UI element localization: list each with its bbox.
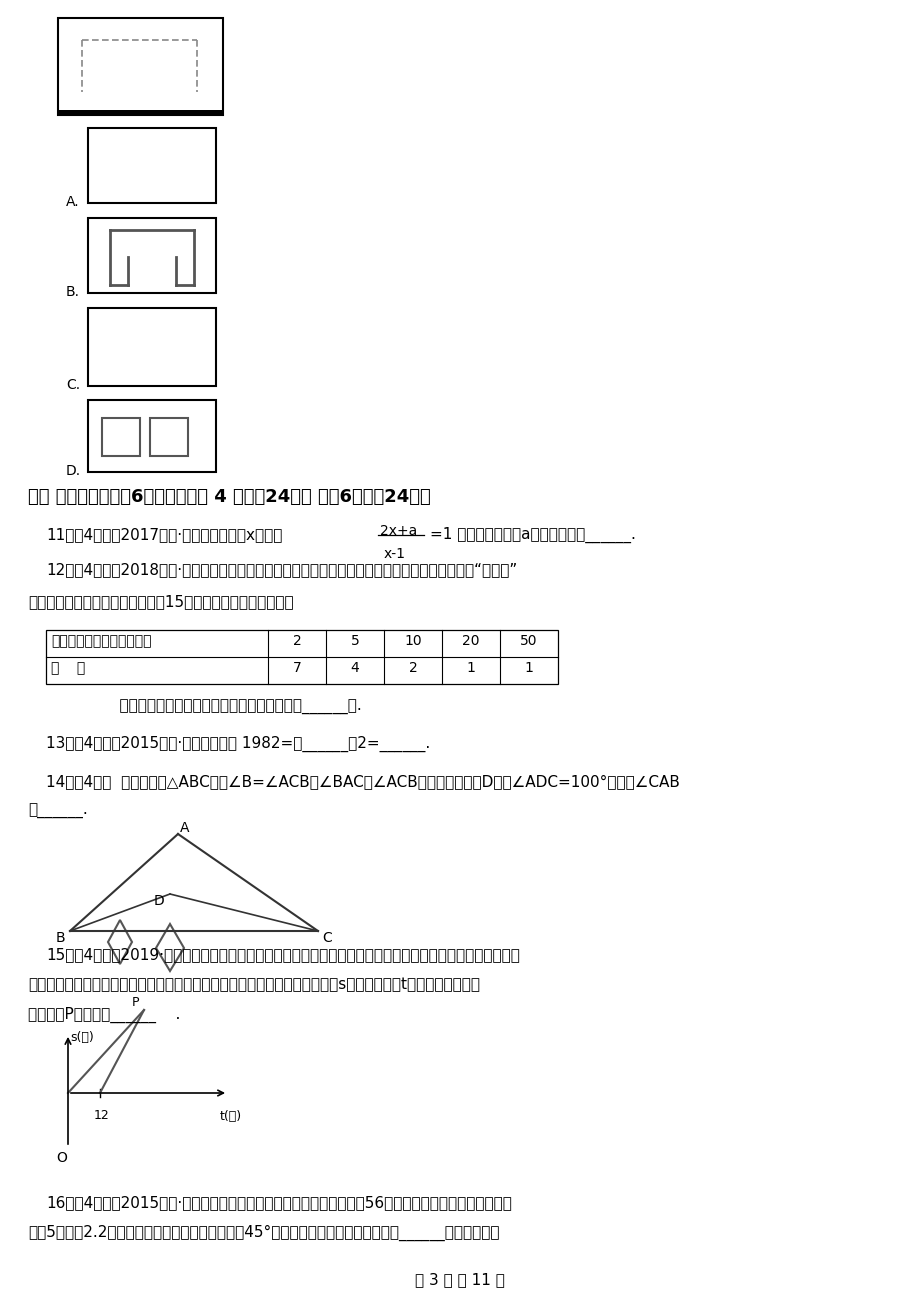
Text: P: P: [131, 996, 140, 1009]
Text: 20: 20: [461, 634, 479, 648]
Text: B.: B.: [66, 285, 80, 299]
Text: 11．（4分）（2017八下·江苏期中）关于x的方程: 11．（4分）（2017八下·江苏期中）关于x的方程: [46, 527, 282, 542]
Text: 12: 12: [94, 1109, 109, 1122]
Text: 2: 2: [292, 634, 301, 648]
Text: O: O: [56, 1151, 67, 1165]
Bar: [46, 630, 558, 684]
Text: A.: A.: [66, 195, 80, 210]
Text: 1: 1: [524, 661, 533, 674]
Bar: [150, 418, 187, 456]
Text: 则此次调查中平均每个红包的錢数的中位数为______元.: 则此次调查中平均每个红包的錢数的中位数为______元.: [100, 700, 361, 715]
Text: =1 的解是正数，则a的取值范围是______.: =1 的解是正数，则a的取值范围是______.: [429, 527, 635, 543]
Text: 第 3 页 八 11 页: 第 3 页 八 11 页: [414, 1272, 505, 1286]
Text: C: C: [322, 931, 332, 945]
Text: 14．（4分）  如图，已知△ABC中，∠B=∠ACB，∠BAC和∠ACB的角平分线交于D点，∠ADC=100°，那么∠CAB: 14．（4分） 如图，已知△ABC中，∠B=∠ACB，∠BAC和∠ACB的角平分…: [46, 773, 679, 789]
Text: A: A: [180, 822, 189, 835]
Text: 是长5米、割2.2米的矩形，矩形的边与路的边缘成45°角，那么这个路段最多可以划出______个这样的停车: 是长5米、割2.2米的矩形，矩形的边与路的边缘成45°角，那么这个路段最多可以划…: [28, 1225, 499, 1241]
Text: 12．（4分）（2018九下·滨湖模拟）「微信发红包」是一种流行的娱乐方式，小红为了解家庭成员“除夕夜”: 12．（4分）（2018九下·滨湖模拟）「微信发红包」是一种流行的娱乐方式，小红…: [46, 562, 516, 577]
Text: t(日): t(日): [220, 1111, 242, 1124]
Text: 16．（4分）（2015九上·新泰竞赛）为解决停车难的问题，在如图一段56米的路段开辟停车位，每个车位: 16．（4分）（2015九上·新泰竞赛）为解决停车难的问题，在如图一段56米的路…: [46, 1195, 511, 1210]
Text: 2: 2: [408, 661, 417, 674]
Text: 5: 5: [350, 634, 359, 648]
Text: 13．（4分）（2015八上·哈尔滨期中） 1982=（______）2=______.: 13．（4分）（2015八上·哈尔滨期中） 1982=（______）2=___…: [46, 736, 430, 753]
Bar: [88, 309, 216, 385]
Text: B: B: [56, 931, 65, 945]
Text: C.: C.: [66, 378, 80, 392]
Text: D: D: [153, 894, 165, 907]
Text: D.: D.: [66, 464, 81, 478]
Bar: [88, 128, 216, 203]
Text: s(里): s(里): [70, 1031, 94, 1044]
Bar: [58, 18, 222, 115]
Bar: [58, 109, 222, 115]
Text: 1: 1: [466, 661, 475, 674]
Bar: [88, 217, 216, 293]
Text: 是______.: 是______.: [28, 805, 87, 819]
Text: x-1: x-1: [383, 547, 405, 561]
Text: 图象交点P的坐标是______    .: 图象交点P的坐标是______ .: [28, 1006, 180, 1023]
Text: 15．（4分）（2019·金华）元朝朱世杰的《算学启蒙》一书记载：「今有良马日行二百四十里，驽马日行一百: 15．（4分）（2019·金华）元朝朱世杰的《算学启蒙》一书记载：「今有良马日行…: [46, 947, 519, 962]
Text: 2x+a: 2x+a: [380, 523, 417, 538]
Bar: [88, 400, 216, 473]
Text: 五十里，驽马先行一十二日，问良马几何日追及之，」如图是两匹马行走路程s关于行走时间t的函数图象，则两: 五十里，驽马先行一十二日，问良马几何日追及之，」如图是两匹马行走路程s关于行走时…: [28, 976, 480, 992]
Text: 50: 50: [519, 634, 538, 648]
Bar: [102, 418, 140, 456]
Text: 二、 填空题（本题有6小题，每小题 4 分，入24分） （兲6题；入24分）: 二、 填空题（本题有6小题，每小题 4 分，入24分） （兲6题；入24分）: [28, 488, 430, 506]
Text: 平均每个红包的錢数（元）: 平均每个红包的錢数（元）: [51, 634, 152, 648]
Text: 10: 10: [403, 634, 421, 648]
Text: 4: 4: [350, 661, 359, 674]
Text: 使用微信发红包的情况，随机调查15名亲戚朋友，结果如下表：: 使用微信发红包的情况，随机调查15名亲戚朋友，结果如下表：: [28, 594, 293, 609]
Text: 人    数: 人 数: [51, 661, 85, 674]
Text: 7: 7: [292, 661, 301, 674]
